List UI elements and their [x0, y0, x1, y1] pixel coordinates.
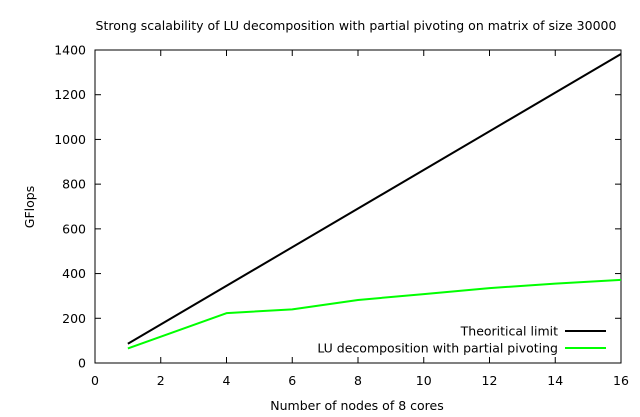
series-line-0: [127, 53, 622, 345]
x-tick-label: 0: [91, 373, 99, 388]
x-tick-label: 4: [223, 373, 231, 388]
legend-label-1: LU decomposition with partial pivoting: [317, 341, 558, 356]
y-tick-label: 800: [62, 177, 86, 192]
y-axis: 0 200 400 600 800 1000 1200 1400: [54, 43, 621, 371]
y-tick-label: 1000: [54, 132, 86, 147]
legend-label-0: Theoritical limit: [460, 324, 558, 339]
legend: Theoritical limit LU decomposition with p…: [317, 324, 606, 356]
x-tick-label: 2: [157, 373, 165, 388]
y-tick-label: 1400: [54, 43, 86, 58]
y-axis-label: GFlops: [22, 186, 37, 228]
x-tick-label: 10: [416, 373, 432, 388]
series-line-1: [127, 278, 622, 350]
x-axis-label: Number of nodes of 8 cores: [270, 398, 443, 413]
y-tick-label: 200: [62, 311, 86, 326]
x-tick-label: 6: [288, 373, 296, 388]
x-tick-label: 14: [547, 373, 563, 388]
x-tick-label: 8: [354, 373, 362, 388]
y-tick-label: 600: [62, 221, 86, 236]
y-tick-label: 1200: [54, 87, 86, 102]
y-tick-label: 400: [62, 266, 86, 281]
plot-series: [127, 53, 622, 350]
x-tick-label: 16: [613, 373, 629, 388]
x-axis: 0 2 4 6 8 10 12 14 16: [91, 50, 629, 388]
chart-title: Strong scalability of LU decomposition w…: [96, 18, 617, 33]
x-tick-label: 12: [482, 373, 498, 388]
y-tick-label: 0: [78, 356, 86, 371]
